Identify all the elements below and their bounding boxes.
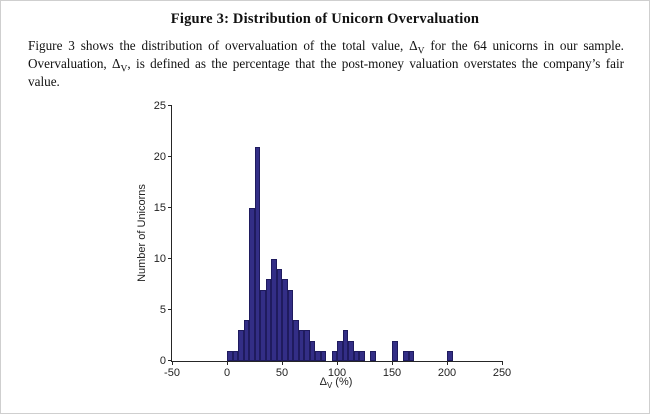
- histogram-bar: [260, 289, 266, 361]
- caption-segment: Figure 3 shows the distribution of overv…: [28, 38, 418, 53]
- histogram-bar: [403, 350, 409, 361]
- histogram-bar: [447, 350, 453, 361]
- y-tick: [168, 258, 172, 259]
- y-tick: [168, 360, 172, 361]
- x-tick-label: 0: [223, 367, 231, 379]
- histogram-bar: [320, 350, 326, 361]
- figure-title: Figure 3: Distribution of Unicorn Overva…: [170, 11, 480, 27]
- histogram-bar: [370, 350, 376, 361]
- histogram-bar: [298, 330, 304, 361]
- histogram-chart: Number of Unicorns -50 0 50 100 150 200 250 0 5 1…: [1, 97, 649, 402]
- histogram-bar: [265, 279, 271, 361]
- histogram-bar: [337, 340, 343, 361]
- x-tick: [172, 361, 173, 365]
- histogram-bar: [249, 208, 255, 361]
- y-tick: [168, 309, 172, 310]
- x-axis-label: ΔV (%): [319, 376, 353, 391]
- x-tick-label: 150: [382, 367, 402, 379]
- histogram-bar: [276, 269, 282, 361]
- histogram-bar: [359, 350, 365, 361]
- y-tick: [168, 105, 172, 106]
- y-tick: [168, 207, 172, 208]
- histogram-bar: [408, 350, 414, 361]
- histogram-bar: [243, 320, 249, 361]
- y-tick-label: 20: [153, 151, 166, 163]
- histogram-bar: [353, 350, 359, 361]
- histogram-bar: [331, 350, 337, 361]
- x-label-subscript: V: [326, 381, 333, 391]
- x-tick: [502, 361, 503, 365]
- x-tick-label: 250: [492, 367, 512, 379]
- histogram-bar: [287, 289, 293, 361]
- caption-segment: , is defined as the percentage that the …: [28, 56, 624, 90]
- y-tick-label: 0: [159, 355, 166, 367]
- histogram-bar: [348, 340, 354, 361]
- histogram-bar: [227, 350, 233, 361]
- x-tick-label: 200: [437, 367, 457, 379]
- plot-area: -50 0 50 100 150 200 250 0 5 10 15 20 25: [154, 100, 511, 379]
- x-tick-label: -50: [164, 367, 180, 379]
- y-tick-label: 15: [153, 202, 166, 214]
- caption-subscript: V: [120, 64, 128, 75]
- histogram-bar: [282, 279, 288, 361]
- x-tick-label: 50: [275, 367, 289, 379]
- histogram-bar: [271, 259, 277, 361]
- y-axis-label: Number of Unicorns: [136, 184, 148, 282]
- histogram-bar: [232, 350, 238, 361]
- x-tick: [282, 361, 283, 365]
- histogram-bar: [392, 340, 398, 361]
- x-tick: [227, 361, 228, 365]
- y-tick-label: 25: [153, 100, 166, 112]
- histogram-bar: [315, 350, 321, 361]
- figure-caption: Figure 3 shows the distribution of overv…: [28, 37, 624, 92]
- x-tick: [392, 361, 393, 365]
- histogram-bar: [238, 330, 244, 361]
- x-tick: [337, 361, 338, 365]
- histogram-bar: [293, 320, 299, 361]
- histogram-bar: [304, 330, 310, 361]
- histogram-bar: [342, 330, 348, 361]
- histogram-bar: [254, 146, 260, 361]
- histogram-bar: [309, 340, 315, 361]
- y-tick-label: 10: [153, 253, 166, 265]
- x-label-segment: Δ: [319, 376, 327, 388]
- caption-subscript: V: [417, 46, 425, 57]
- x-tick: [447, 361, 448, 365]
- x-tick-label: 100: [327, 367, 347, 379]
- y-tick-label: 5: [159, 304, 166, 316]
- x-label-segment: (%): [332, 376, 353, 388]
- caption-segment: for the 64 unicorns in our sample. Overv…: [28, 38, 624, 72]
- y-tick: [168, 156, 172, 157]
